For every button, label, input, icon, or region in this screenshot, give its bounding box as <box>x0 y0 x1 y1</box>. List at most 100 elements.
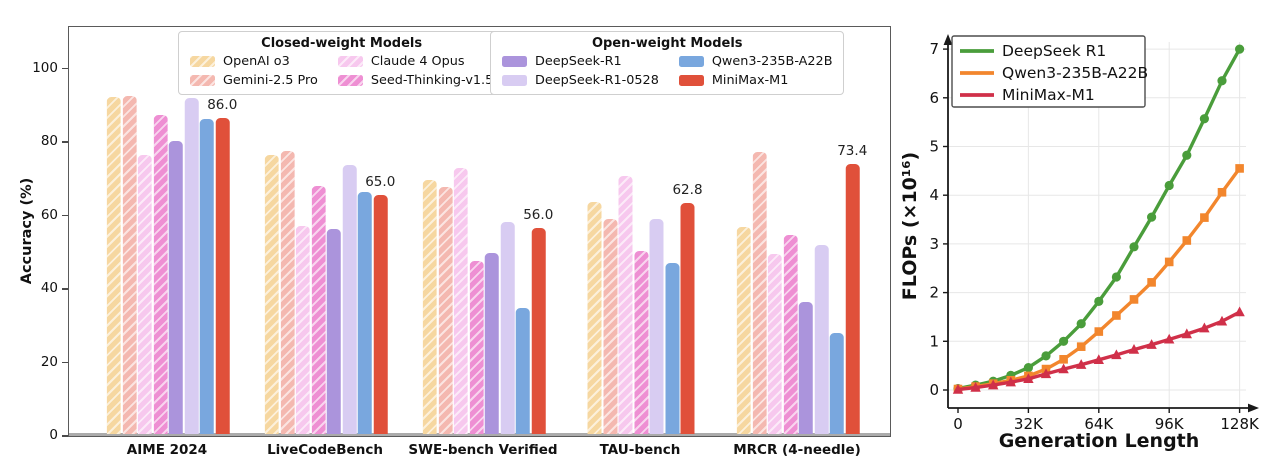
data-point <box>1147 212 1157 222</box>
legend-swatch-qwen3-235b-a22b <box>678 56 704 67</box>
data-point <box>1200 213 1209 222</box>
bar-qwen3-235b-a22b <box>515 307 530 434</box>
data-point <box>1041 351 1051 361</box>
y-axis-title: FLOPs (×10¹⁶) <box>900 152 921 300</box>
axes <box>943 34 1259 413</box>
data-point <box>1076 359 1087 369</box>
legend-item-seed-thinking-v1-5: Seed-Thinking-v1.5 <box>337 73 494 88</box>
legend-open-items: DeepSeek-R1 DeepSeek-R1-0528 Qwen3-235B-A2… <box>502 54 832 88</box>
y-tick-mark <box>62 67 68 70</box>
x-axis-baseline <box>69 433 890 436</box>
bar-claude-4-opus <box>295 226 310 434</box>
legend-swatch-minimax-m1 <box>678 75 704 86</box>
bar-openai-o3 <box>422 180 437 434</box>
bar-gemini-2-5-pro <box>122 95 137 434</box>
bar-deepseek-r1 <box>484 253 499 434</box>
y-tick-mark <box>62 435 68 437</box>
bar-group-mrcr-4-needle: 73.4 <box>736 143 867 434</box>
legend-label-minimax-m1: MiniMax-M1 <box>1002 86 1095 104</box>
category-label-aime-2024: AIME 2024 <box>126 442 208 458</box>
legend-label: DeepSeek-R1 <box>535 54 622 69</box>
y-tick-label: 4 <box>929 186 939 204</box>
legend-swatch-claude-4-opus <box>337 56 363 67</box>
y-tick-label: 3 <box>929 235 939 253</box>
bar-group-swe-bench-verified: 56.0 <box>422 167 553 434</box>
y-tick-label: 20 <box>40 353 58 370</box>
bar-gemini-2-5-pro <box>438 187 453 434</box>
y-tick-mark <box>62 361 68 364</box>
data-point <box>1164 333 1175 344</box>
bar-minimax-m1: 62.8 <box>672 182 703 434</box>
legend-label-deepseek-r1: DeepSeek R1 <box>1002 42 1106 60</box>
data-point <box>1112 311 1121 320</box>
bar-seed-thinking-v1-5 <box>153 115 168 434</box>
bar-group-livecodebench: 65.0 <box>264 150 395 434</box>
bar-value-annotation: 86.0 <box>207 96 238 113</box>
bar-deepseek-r1-0528 <box>814 245 829 434</box>
legend-item-openai-o3: OpenAI o3 <box>190 54 318 69</box>
bar-deepseek-r1-0528 <box>500 222 515 434</box>
y-tick-mark <box>62 288 68 290</box>
data-point <box>1217 187 1227 197</box>
bar-value-annotation: 65.0 <box>365 174 396 191</box>
bar-minimax-m1: 56.0 <box>523 207 553 434</box>
grid-lines <box>948 42 1246 408</box>
bar-value-annotation: 73.4 <box>837 143 868 160</box>
bar-claude-4-opus <box>767 254 782 434</box>
category-label-tau-bench: TAU-bench <box>599 442 681 458</box>
y-tick-label: 0 <box>49 427 58 443</box>
bar-openai-o3 <box>736 227 751 434</box>
data-point <box>970 381 981 392</box>
y-tick-label: 80 <box>40 133 58 149</box>
data-point <box>1076 319 1086 329</box>
legend-open-title: Open-weight Models <box>591 36 743 51</box>
bar-deepseek-r1 <box>168 140 183 434</box>
data-point <box>1111 272 1121 282</box>
data-point <box>1235 164 1244 173</box>
bar-claude-4-opus <box>453 167 468 434</box>
legend-label: Seed-Thinking-v1.5 <box>370 73 494 88</box>
y-tick-label: 5 <box>929 138 939 156</box>
bar-deepseek-r1-0528 <box>342 165 357 434</box>
data-point <box>1181 328 1192 339</box>
legend-item-minimax-m1: MiniMax-M1 <box>678 73 833 88</box>
line-legend: DeepSeek R1 Qwen3-235B-A22B MiniMax-M1 <box>951 35 1148 108</box>
legend-open-weight-models: Open-weight Models DeepSeek-R1 DeepSeek-R… <box>490 31 845 95</box>
tick-labels: 0 1 2 3 4 5 6 7 0 32K 64K 96K 128K <box>929 40 1260 433</box>
bar-openai-o3 <box>587 202 602 434</box>
series-minimax-m1 <box>952 306 1245 394</box>
legend-closed-items: OpenAI o3 Gemini-2.5 Pro Claude 4 Opus Seed… <box>190 54 493 88</box>
data-point <box>1111 349 1122 360</box>
bar-deepseek-r1 <box>798 302 813 434</box>
data-point <box>1128 343 1140 354</box>
bar-qwen3-235b-a22b <box>829 332 844 434</box>
legend-label-qwen3-235b-a22b: Qwen3-235B-A22B <box>1002 64 1148 82</box>
data-point <box>1129 242 1139 252</box>
bar-group-aime-2024: 86.0 <box>106 95 237 434</box>
data-point <box>1216 315 1228 326</box>
y-tick-label: 40 <box>40 280 58 296</box>
bar-minimax-m1: 65.0 <box>365 174 395 434</box>
bar-qwen3-235b-a22b <box>199 119 214 434</box>
category-label-swe-bench-verified: SWE-bench Verified <box>408 442 558 458</box>
x-tick-label: 32K <box>1014 415 1044 433</box>
data-point <box>1164 257 1174 267</box>
legend-swatch-seed-thinking-v1-5 <box>337 75 363 86</box>
x-tick-label: 96K <box>1155 415 1185 433</box>
data-point <box>1235 44 1245 54</box>
data-point <box>1199 322 1210 333</box>
data-point <box>1093 354 1104 365</box>
y-tick-label: 60 <box>40 206 58 223</box>
bar-deepseek-r1 <box>326 228 341 434</box>
data-point <box>1182 236 1192 245</box>
legend-label: Gemini-2.5 Pro <box>223 73 318 88</box>
data-point <box>1234 306 1245 317</box>
data-point <box>1058 363 1069 374</box>
data-point <box>1217 76 1227 86</box>
data-point <box>1040 368 1052 379</box>
legend-label: Claude 4 Opus <box>370 54 465 69</box>
legend-item-deepseek-r1-0528: DeepSeek-R1-0528 <box>502 73 659 88</box>
bar-gemini-2-5-pro <box>752 151 767 434</box>
flops-line-chart: 0 1 2 3 4 5 6 7 0 32K 64K 96K 128K DeepSeek R1 Qwen3-2… <box>899 0 1280 473</box>
